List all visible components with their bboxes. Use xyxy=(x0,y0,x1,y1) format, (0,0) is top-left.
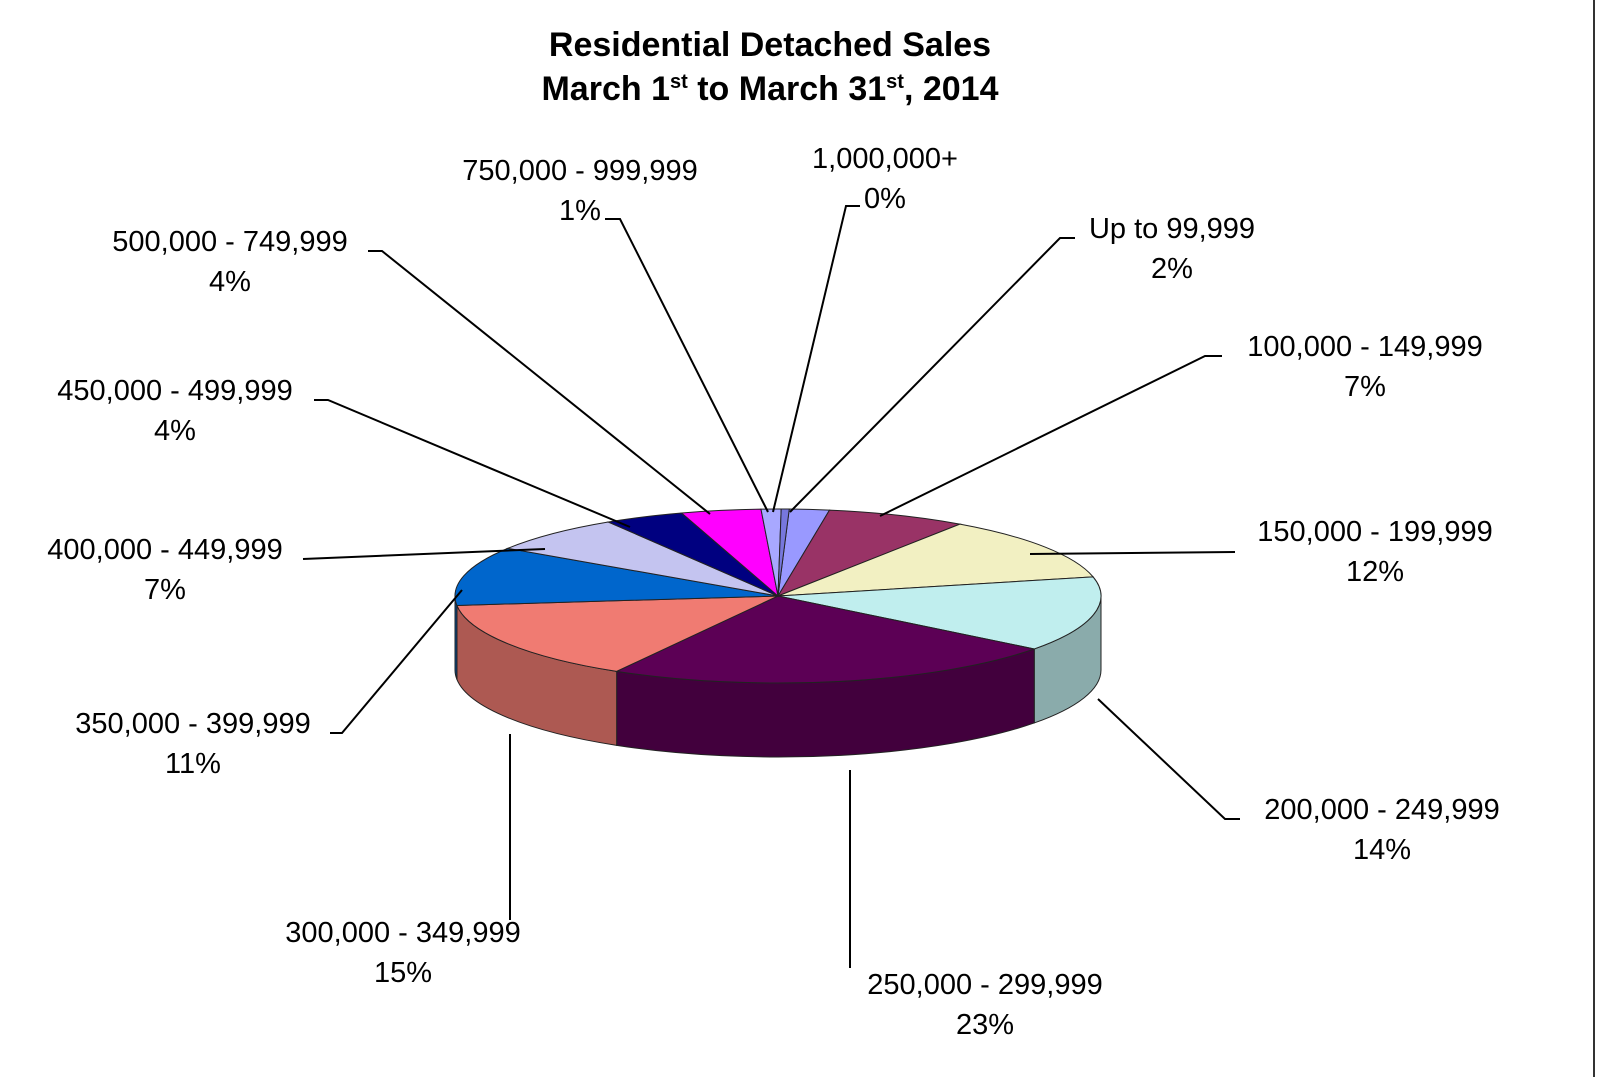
title-superscript: st xyxy=(669,71,688,93)
slice-label-1: 100,000 - 149,999 xyxy=(1247,331,1482,363)
slice-percent-2: 12% xyxy=(1346,556,1404,588)
pie-side-6 xyxy=(454,595,458,680)
slice-percent-10: 1% xyxy=(559,195,601,227)
leader-line-3 xyxy=(1097,698,1240,820)
leader-line-9 xyxy=(368,250,711,515)
slice-label-8: 450,000 - 499,999 xyxy=(57,375,292,407)
slice-percent-9: 4% xyxy=(209,266,251,298)
pie-slice-11 xyxy=(777,508,790,597)
slice-percent-4: 23% xyxy=(956,1009,1014,1041)
pie-slice-1 xyxy=(776,509,962,598)
leader-line-6 xyxy=(330,589,463,734)
chart-title-line-1: Residential Detached Sales xyxy=(548,26,992,64)
pie-slice-3 xyxy=(777,576,1102,650)
slice-label-6: 350,000 - 399,999 xyxy=(75,708,310,740)
leader-line-11 xyxy=(772,205,860,513)
pie-slice-4 xyxy=(614,595,1037,684)
slice-label-4: 250,000 - 299,999 xyxy=(867,969,1102,1001)
leader-line-10 xyxy=(605,218,769,513)
leader-line-1 xyxy=(879,355,1222,517)
slice-percent-0: 2% xyxy=(1151,253,1193,285)
pie-slice-6 xyxy=(454,547,779,606)
leader-line-2 xyxy=(1029,551,1236,555)
title-superscript: st xyxy=(886,71,904,93)
title-text-part: , 2014 xyxy=(903,70,999,108)
leader-line-0 xyxy=(789,237,1075,513)
slice-percent-8: 4% xyxy=(154,415,196,447)
pie-slice-2 xyxy=(777,523,1095,597)
pie-side-walls xyxy=(454,595,1102,758)
leader-line-8 xyxy=(314,399,631,528)
slice-label-5: 300,000 - 349,999 xyxy=(285,917,520,949)
title-text-part: to March 31 xyxy=(687,70,887,108)
slice-label-3: 200,000 - 249,999 xyxy=(1264,794,1499,826)
slice-label-2: 150,000 - 199,999 xyxy=(1257,516,1492,548)
slice-percent-1: 7% xyxy=(1344,371,1386,403)
slice-label-0: Up to 99,999 xyxy=(1089,213,1255,245)
slice-percent-11: 0% xyxy=(864,183,906,215)
pie-slice-7 xyxy=(505,521,779,597)
frame-edge xyxy=(1593,0,1595,1077)
leader-line-7 xyxy=(302,548,546,560)
slice-label-11: 1,000,000+ xyxy=(812,143,958,175)
slice-percent-6: 11% xyxy=(165,748,221,780)
pie-slice-5 xyxy=(456,595,779,672)
pie-labels: Up to 99,999 2% 100,000 - 149,999 7% 150,000… xyxy=(47,143,1499,1041)
slice-percent-7: 7% xyxy=(144,574,186,606)
slice-percent-5: 15% xyxy=(374,957,432,989)
pie-top-faces xyxy=(454,508,1102,684)
chart-title-line-2: March 1st to March 31st, 2014 xyxy=(0,70,1540,109)
slice-label-9: 500,000 - 749,999 xyxy=(112,226,347,258)
slice-label-10: 750,000 - 999,999 xyxy=(462,155,697,187)
slice-percent-3: 14% xyxy=(1353,834,1411,866)
title-text-part: March 1 xyxy=(541,70,670,108)
slice-label-7: 400,000 - 449,999 xyxy=(47,534,282,566)
